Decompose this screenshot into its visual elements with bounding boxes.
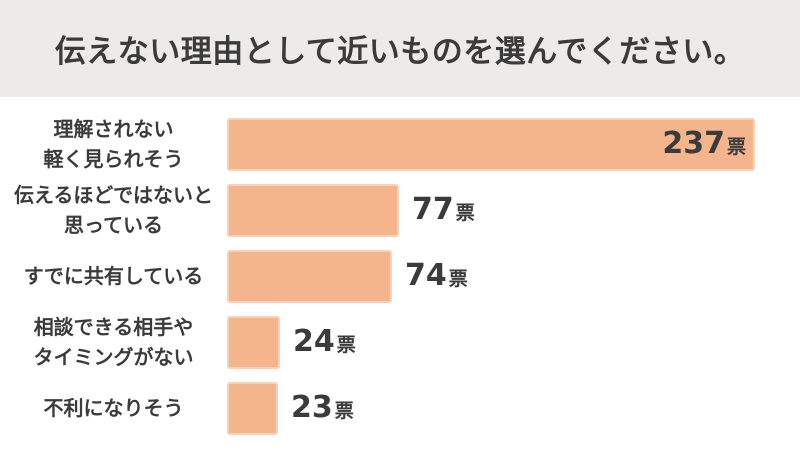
bar-track: 237 票: [227, 111, 800, 177]
bar-track: 74 票: [227, 243, 800, 309]
header-band: 伝えない理由として近いものを選んでください。: [0, 0, 800, 97]
chart-row: 相談できる相手や タイミングがない 24 票: [0, 309, 800, 375]
category-label: 伝えるほどではないと 思っている: [14, 183, 213, 237]
bar-track: 23 票: [227, 375, 800, 441]
bar: [227, 183, 399, 237]
bar: [227, 315, 280, 369]
chart-row: 伝えるほどではないと 思っている 77 票: [0, 177, 800, 243]
category-label: すでに共有している: [23, 264, 204, 288]
value-unit: 票: [334, 400, 354, 422]
category-label: 相談できる相手や タイミングがない: [33, 315, 194, 369]
value-label: 237 票: [662, 129, 755, 159]
value-label: 24 票: [293, 327, 356, 357]
bar: 237 票: [227, 117, 755, 171]
category-label: 不利になりそう: [43, 396, 184, 420]
category-label: 理解されない 軽く見られそう: [43, 117, 184, 171]
bar: [227, 381, 278, 435]
chart-row: すでに共有している 74 票: [0, 243, 800, 309]
value-number: 74: [405, 258, 447, 293]
bar-chart: 理解されない 軽く見られそう 237 票 伝えるほどではないと 思っている 77 票…: [0, 97, 800, 441]
chart-title: 伝えない理由として近いものを選んでください。: [54, 34, 746, 70]
value-unit: 票: [448, 268, 468, 290]
value-number: 237: [662, 126, 725, 161]
value-label: 23 票: [291, 393, 354, 423]
value-label: 77 票: [412, 195, 475, 225]
value-number: 77: [412, 192, 454, 227]
value-unit: 票: [726, 136, 746, 158]
value-label: 74 票: [405, 261, 468, 291]
chart-row: 不利になりそう 23 票: [0, 375, 800, 441]
bar-track: 24 票: [227, 309, 800, 375]
value-unit: 票: [336, 334, 356, 356]
value-number: 24: [293, 324, 335, 359]
value-number: 23: [291, 390, 333, 425]
bar-track: 77 票: [227, 177, 800, 243]
bar: [227, 249, 392, 303]
value-unit: 票: [455, 202, 475, 224]
chart-row: 理解されない 軽く見られそう 237 票: [0, 111, 800, 177]
